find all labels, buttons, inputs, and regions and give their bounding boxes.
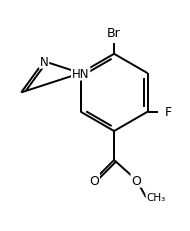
Text: Br: Br — [107, 27, 121, 40]
Text: O: O — [131, 174, 141, 187]
Text: N: N — [40, 55, 48, 68]
Text: O: O — [89, 174, 99, 187]
Text: CH₃: CH₃ — [146, 193, 165, 203]
Text: F: F — [165, 106, 172, 119]
Text: HN: HN — [72, 67, 89, 80]
